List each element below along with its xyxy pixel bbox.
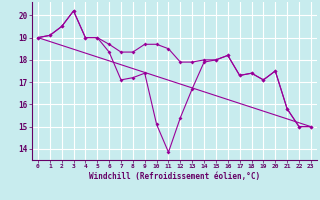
X-axis label: Windchill (Refroidissement éolien,°C): Windchill (Refroidissement éolien,°C) xyxy=(89,172,260,181)
